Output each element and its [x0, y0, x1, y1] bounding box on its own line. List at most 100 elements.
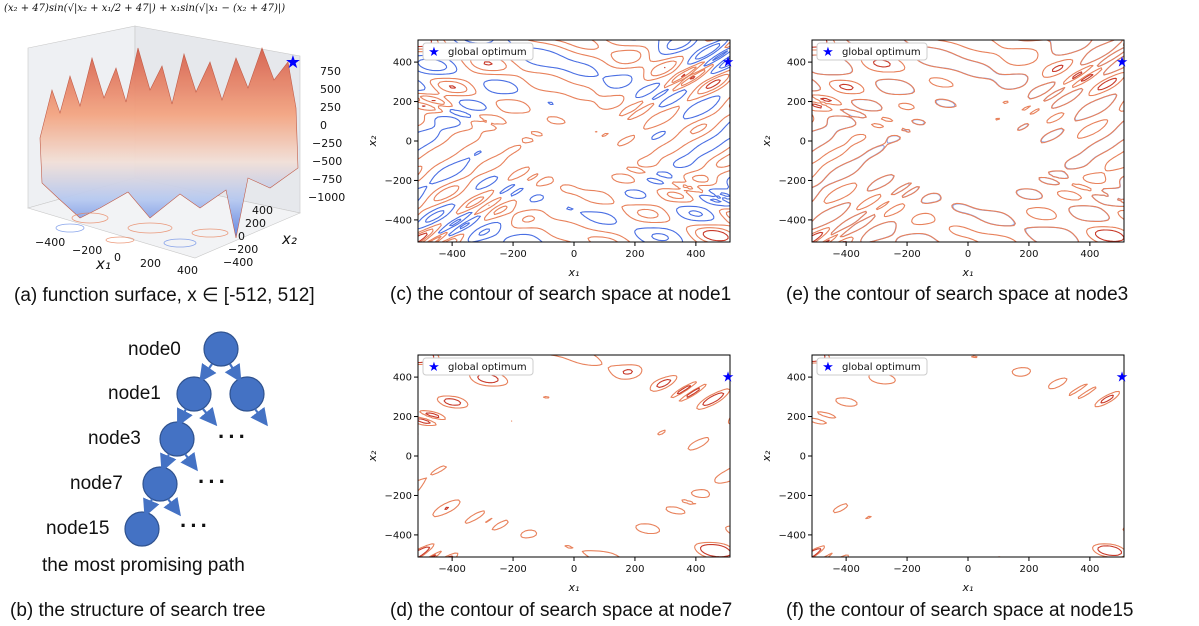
y-tick-label: −400 [385, 215, 412, 226]
tree-label-node3: node3 [88, 428, 141, 449]
x-tick-label: 200 [1019, 564, 1038, 575]
svg-text:200: 200 [245, 217, 266, 230]
y-tick-label: 400 [787, 373, 806, 384]
search-tree [124, 331, 268, 547]
legend-star-icon: ★ [428, 45, 440, 60]
y-tick-label: 400 [787, 58, 806, 69]
tree-path-label: the most promising path [42, 555, 245, 576]
tree-node-0 [203, 331, 239, 367]
plot-frame [811, 354, 1125, 558]
legend-box [422, 357, 534, 376]
legend-star-icon: ★ [822, 360, 834, 375]
y-tick-label: 0 [406, 137, 412, 148]
global-optimum-star: ★ [1116, 369, 1129, 385]
legend-box [422, 42, 534, 61]
y-tick-label: −400 [779, 215, 806, 226]
y-tick-label: 200 [787, 412, 806, 423]
legend-box [816, 42, 928, 61]
y-tick-label: 400 [393, 373, 412, 384]
legend-label: global optimum [448, 362, 527, 373]
surface-star-marker: ★ [285, 52, 301, 73]
x-tick-label: 400 [686, 564, 705, 575]
contour-level-0 [418, 355, 730, 557]
y-tick-label: 0 [800, 452, 806, 463]
caption-d: (d) the contour of search space at node7 [390, 600, 733, 621]
tree-label-node7: node7 [70, 473, 123, 494]
y-tick-label: 200 [393, 97, 412, 108]
x-tick-label: −200 [499, 249, 526, 260]
caption-f: (f) the contour of search space at node1… [786, 600, 1134, 621]
x-tick-label: 400 [686, 249, 705, 260]
contour-lines [418, 40, 730, 242]
contour-level-2 [418, 40, 730, 242]
y-tick-label: −400 [385, 530, 412, 541]
y-axis-label: x₂ [366, 450, 379, 463]
contour-level-0 [418, 40, 730, 242]
x-tick-label: −400 [832, 564, 859, 575]
x-tick-label: −200 [893, 249, 920, 260]
y-tick-label: −200 [779, 176, 806, 187]
x1-axis-label: x₁ [95, 255, 111, 273]
svg-text:0: 0 [114, 251, 121, 264]
x-tick-label: −200 [893, 564, 920, 575]
tree-ellipsis-1: ··· [218, 424, 249, 449]
surface-formula: (x₂ + 47)sin(√|x₂ + x₁/2 + 47|) + x₁sin(… [4, 3, 286, 14]
y-tick-label: 200 [393, 412, 412, 423]
x-tick-label: 200 [1019, 249, 1038, 260]
legend-label: global optimum [842, 47, 921, 58]
svg-text:750: 750 [320, 65, 341, 78]
contour-plot-node15: −400 −200 0 200 400 −400 −200 0 200 400 x₁ x₂ ★ globa… [760, 354, 1129, 594]
contour-level-1 [418, 40, 730, 242]
y-tick-label: 0 [800, 137, 806, 148]
x-tick-label: −400 [832, 249, 859, 260]
legend-label: global optimum [448, 47, 527, 58]
contour-lines [812, 355, 1124, 557]
svg-text:−400: −400 [35, 236, 65, 249]
x-tick-label: 0 [571, 249, 577, 260]
x-tick-label: 0 [571, 564, 577, 575]
contour-level-0 [812, 355, 1124, 557]
tree-edges [143, 362, 268, 518]
contour-level-4 [418, 40, 729, 242]
svg-text:200: 200 [140, 257, 161, 270]
svg-text:500: 500 [320, 83, 341, 96]
y-tick-label: 0 [406, 452, 412, 463]
svg-text:400: 400 [252, 204, 273, 217]
contour-lines [418, 355, 730, 557]
caption-e: (e) the contour of search space at node3 [786, 284, 1129, 305]
svg-text:0: 0 [320, 119, 327, 132]
tree-label-node15: node15 [46, 518, 110, 539]
x-axis-label: x₁ [568, 581, 580, 594]
x-axis-label: x₁ [962, 266, 974, 279]
svg-text:400: 400 [177, 264, 198, 277]
floor-contours [71, 212, 229, 244]
plot-frame [811, 39, 1125, 243]
z-axis-ticks: 750 500 250 0 −250 −500 −750 −1000 [308, 65, 345, 204]
x-tick-label: −200 [499, 564, 526, 575]
contour-level-1 [812, 355, 1122, 557]
svg-text:−500: −500 [312, 155, 342, 168]
x-tick-label: 200 [625, 564, 644, 575]
y-axis-label: x₂ [760, 135, 773, 148]
tree-label-node0: node0 [128, 339, 181, 360]
legend-star-icon: ★ [428, 360, 440, 375]
tree-ellipsis-2: ··· [198, 469, 229, 494]
contour-level-2 [812, 40, 1124, 242]
svg-text:−400: −400 [223, 256, 253, 269]
tree-node-3 [159, 421, 195, 457]
tree-node-2 [229, 376, 265, 412]
contour-plot-node3: −400 −200 0 200 400 −400 −200 0 200 400 x₁ x₂ ★ globa… [760, 39, 1128, 279]
x-tick-label: 400 [1080, 564, 1099, 575]
legend: ★ global optimum [816, 357, 928, 376]
contour-plot-node1: −400 −200 0 200 400 −400 −200 0 200 400 x₁ x₂ ★ globa… [366, 39, 734, 279]
y-tick-label: −200 [385, 176, 412, 187]
x-tick-label: 0 [965, 249, 971, 260]
contour-plot-node7: −400 −200 0 200 400 −400 −200 0 200 400 x₁ x₂ ★ globa… [366, 354, 734, 594]
surface-plot: ★ 750 500 250 0 −250 −500 −750 −1000 −40… [26, 25, 345, 277]
x-tick-label: −400 [438, 249, 465, 260]
contour-lines [812, 40, 1124, 242]
plot-frame [417, 354, 731, 558]
svg-text:250: 250 [320, 101, 341, 114]
x-tick-label: −400 [438, 564, 465, 575]
svg-text:−250: −250 [312, 137, 342, 150]
